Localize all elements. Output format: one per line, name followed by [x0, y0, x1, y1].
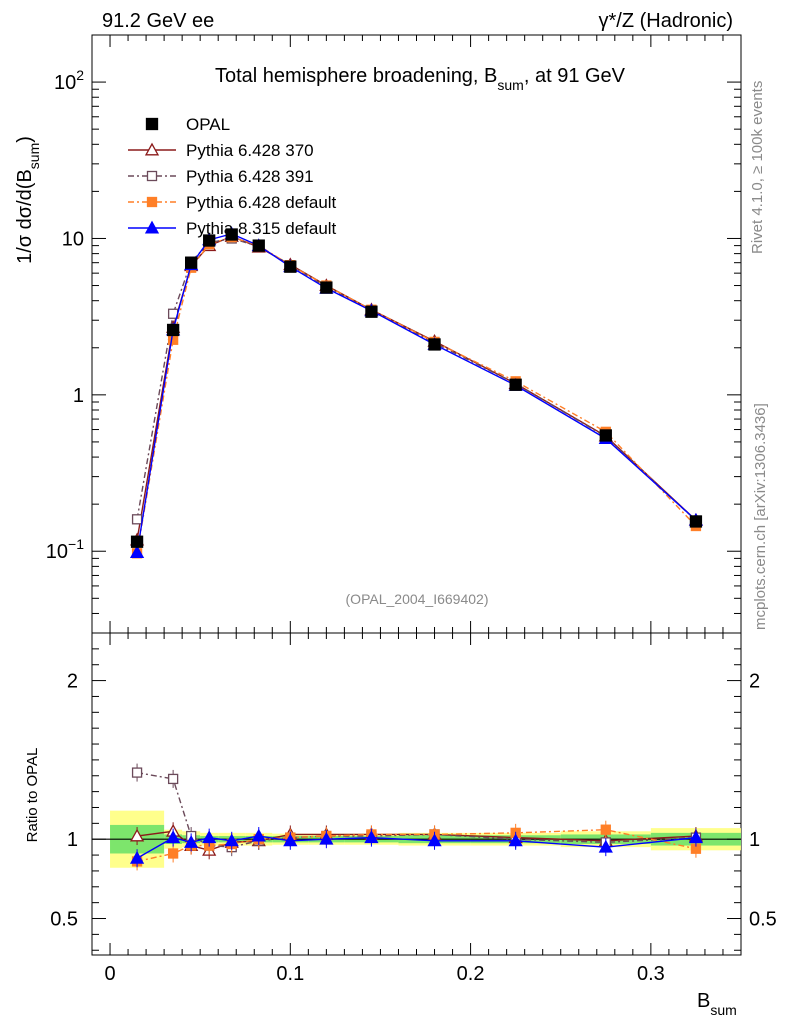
y-tick-label: 10−1: [46, 536, 84, 563]
ratio-point-3: [688, 830, 704, 844]
legend-label: Pythia 8.315 default: [186, 219, 337, 238]
ratio-point-2: [600, 824, 611, 835]
axes: 0 0.1 0.2 0.3 10−1 1 10 102 0.5 0.5 1 1 2 2: [46, 34, 777, 985]
data-point: [320, 281, 333, 294]
x-axis-label: Bsum: [697, 990, 737, 1018]
ratio-point-3: [598, 839, 613, 853]
ratio-y-tick-label: 2: [67, 671, 78, 693]
legend-label: OPAL: [186, 115, 230, 134]
legend-marker: [144, 142, 160, 156]
legend-item-1: Pythia 6.428 391: [128, 167, 314, 186]
data-point: [225, 228, 238, 241]
data-point: [509, 378, 522, 391]
ratio-point-1: [167, 773, 179, 785]
x-tick-label: 0.2: [457, 963, 485, 985]
ratio-y-tick-label-right: 1: [749, 829, 760, 851]
ratio-point-3: [508, 833, 523, 847]
data-point: [185, 256, 198, 269]
series-line-0: [136, 235, 697, 541]
data-point: [284, 260, 297, 273]
ratio-point-0: [129, 828, 145, 842]
energy-label: 91.2 GeV ee: [102, 10, 214, 32]
ratio-plot-frame: [91, 632, 742, 956]
data-point: [599, 429, 612, 442]
x-tick-label: 0.1: [276, 963, 304, 985]
legend-label: Pythia 6.428 370: [186, 141, 314, 160]
legend-item-3: Pythia 8.315 default: [128, 219, 337, 238]
legend-item-0: Pythia 6.428 370: [128, 141, 314, 160]
y-axis-label: 1/σ dσ/d(Bsum): [14, 136, 42, 264]
legend: OPAL Pythia 6.428 370 Pythia 6.428 391 Pyth…: [128, 115, 337, 238]
ratio-point-3: [251, 828, 266, 842]
data-point: [203, 234, 216, 247]
rivet-label: Rivet 4.1.0, ≥ 100k events: [749, 81, 766, 254]
ratio-y-tick-label-right: 0.5: [749, 909, 777, 931]
series-line-3: [136, 233, 697, 553]
ratio-y-axis-label: Ratio to OPAL: [24, 748, 41, 843]
legend-label: Pythia 6.428 391: [186, 167, 314, 186]
plot-title: Total hemisphere broadening, Bsum, at 91…: [215, 65, 626, 93]
ratio-point-2: [167, 848, 179, 859]
legend-marker: [146, 170, 158, 182]
ratio-point-3: [364, 830, 379, 844]
legend-marker: [145, 117, 159, 131]
legend-marker: [146, 196, 158, 208]
series-point-3: [129, 545, 145, 559]
legend-item-2: Pythia 6.428 default: [128, 193, 337, 212]
analysis-id-label: (OPAL_2004_I669402): [346, 591, 489, 607]
data-point: [252, 239, 265, 252]
process-label: γ*/Z (Hadronic): [599, 10, 733, 32]
ratio-point-3: [129, 850, 145, 864]
ratio-point-3: [224, 833, 239, 847]
ratio-y-tick-label: 1: [67, 829, 78, 851]
ratio-y-tick-label-right: 2: [749, 671, 760, 693]
ratio-y-tick-label: 0.5: [50, 909, 78, 931]
series-line-2: [136, 236, 697, 554]
series-layer: [129, 226, 704, 871]
y-tick-label: 102: [54, 67, 84, 94]
ratio-point-3: [166, 830, 181, 844]
y-tick-label: 10: [62, 228, 84, 250]
y-tick-label: 1: [73, 385, 84, 407]
data-point: [689, 515, 703, 528]
data-point: [365, 305, 378, 318]
data-point: [428, 338, 441, 351]
series-line-1: [136, 237, 697, 522]
data-point: [166, 323, 180, 337]
ratio-point-3: [283, 833, 298, 847]
x-tick-label: 0: [104, 963, 115, 985]
ratio-point-3: [184, 835, 199, 848]
ratio-point-3: [319, 831, 334, 845]
legend-label: Pythia 6.428 default: [186, 193, 337, 212]
legend-marker: [144, 220, 160, 234]
series-point-1: [131, 514, 143, 525]
legend-item-data: OPAL: [145, 115, 230, 134]
x-tick-label: 0.3: [637, 963, 665, 985]
ratio-point-3: [202, 830, 217, 844]
ratio-point-1: [131, 767, 143, 778]
mcplots-label: mcplots.cern.ch [arXiv:1306.3436]: [752, 403, 769, 630]
series-point-2: [167, 334, 179, 345]
data-point: [130, 535, 144, 548]
ratio-point-3: [427, 833, 442, 847]
